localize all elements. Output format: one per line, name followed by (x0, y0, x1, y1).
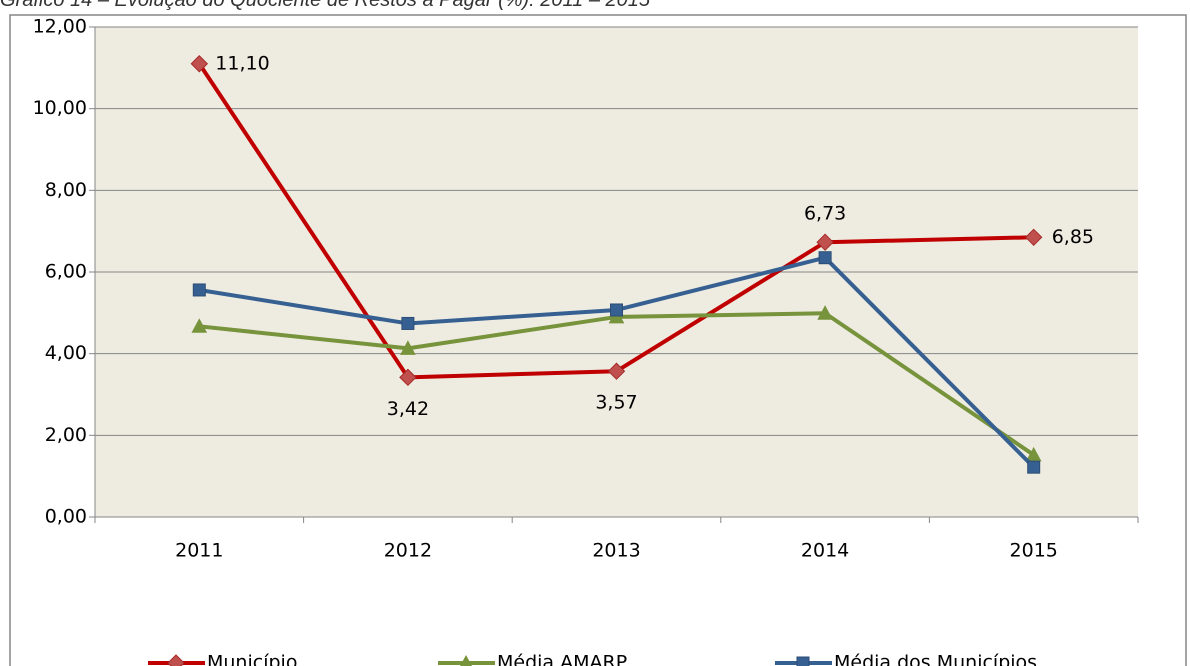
chart-title: Gráfico 14 – Evolução do Quociente de Re… (0, 0, 651, 11)
data-point (610, 303, 623, 317)
y-tick-label: 4,00 (45, 342, 87, 364)
data-point (400, 340, 416, 355)
legend-marker (167, 654, 185, 666)
data-label: 3,42 (387, 398, 429, 420)
data-label: 3,57 (595, 392, 637, 414)
data-point (399, 368, 417, 387)
x-tick-label: 2013 (592, 540, 640, 562)
data-point (192, 283, 206, 297)
y-tick-label: 2,00 (45, 424, 87, 446)
data-label: 6,85 (1052, 226, 1094, 248)
legend-marker (460, 654, 472, 666)
legend-label: Média AMARP (497, 652, 627, 666)
y-tick-label: 0,00 (45, 506, 87, 528)
data-point (191, 318, 208, 333)
x-tick-label: 2015 (1010, 540, 1058, 562)
data-label: 11,10 (215, 52, 269, 74)
y-tick-label: 10,00 (33, 97, 87, 119)
data-point (816, 233, 834, 251)
legend-label: Média dos Municípios (834, 652, 1037, 666)
legend-marker (796, 656, 810, 666)
x-tick-label: 2011 (175, 540, 223, 562)
x-tick-label: 2012 (384, 540, 432, 562)
y-tick-label: 12,00 (33, 16, 87, 38)
data-point (1027, 460, 1041, 474)
y-tick-label: 8,00 (45, 179, 87, 201)
data-point (401, 316, 415, 330)
data-point (1024, 228, 1043, 246)
data-point (817, 305, 833, 320)
data-point (607, 362, 626, 380)
data-point (190, 55, 209, 73)
data-label: 6,73 (804, 203, 846, 225)
x-tick-label: 2014 (801, 540, 849, 562)
data-point (818, 251, 832, 265)
legend-label: Município (207, 652, 297, 666)
y-tick-label: 6,00 (45, 261, 87, 283)
